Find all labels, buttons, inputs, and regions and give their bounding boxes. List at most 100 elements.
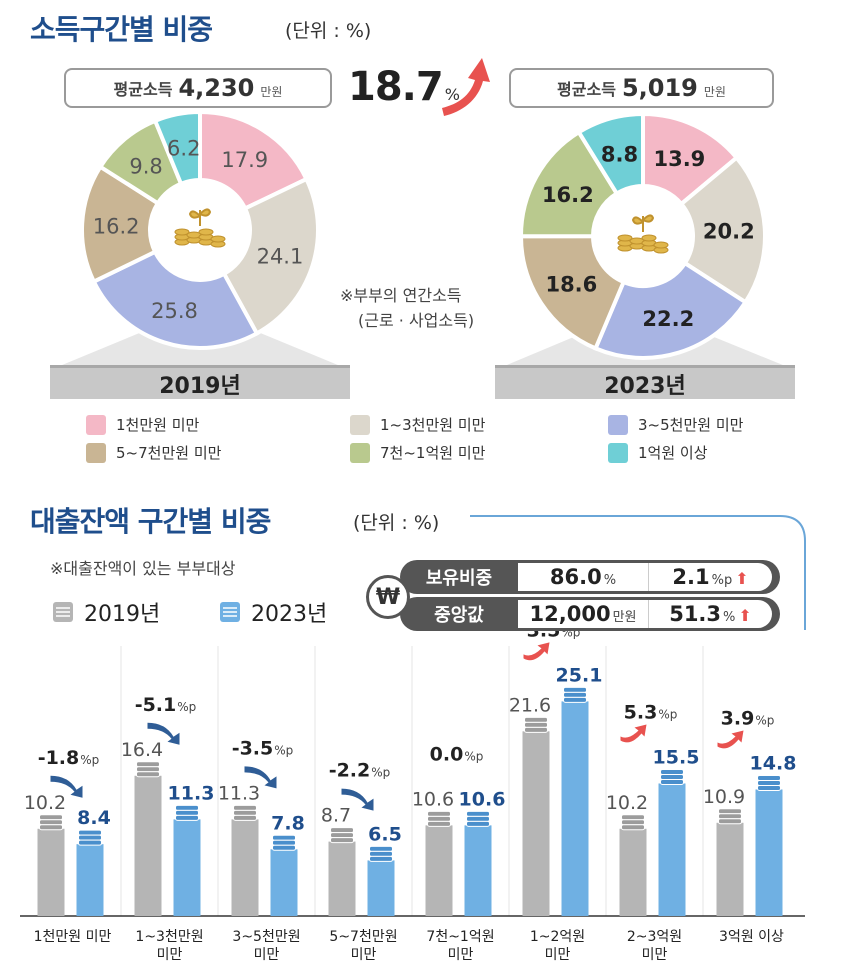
pie-slice-label: 20.2	[703, 220, 755, 244]
legend-label: 1억원 이상	[638, 444, 708, 462]
down-arrow-icon	[50, 775, 83, 798]
legend-2023: 2023년	[217, 596, 327, 628]
pie-chart-2019: 17.9 24.1 25.8 16.2 9.86.2	[80, 109, 320, 350]
up-arrow-icon: ⬆	[735, 569, 749, 588]
coin-stack-blue-icon	[220, 602, 240, 622]
change-label: -3.5%p	[232, 737, 294, 759]
median-label: 중앙값	[434, 605, 484, 626]
down-arrow-icon	[341, 788, 374, 811]
bar-2023-label: 10.6	[459, 788, 506, 810]
median-value-cell: 12,000 만원	[518, 600, 648, 628]
category-label-line: 미만	[641, 947, 668, 963]
legend-label: 3~5천만원 미만	[638, 416, 744, 434]
pie-slice	[80, 164, 161, 285]
pie-slice-label: 24.1	[257, 245, 304, 269]
median-change: 51.3	[669, 602, 722, 626]
pie-slice	[221, 176, 320, 337]
pie-slice	[576, 111, 645, 197]
category-label-line: 1천만원 미만	[33, 929, 112, 945]
avg-income-increase: 18.7 %	[348, 64, 460, 110]
coin-stack-icon	[660, 768, 684, 785]
income-note-line1: ※부부의 연간소득	[340, 286, 462, 305]
pie-slice-label: 22.2	[642, 307, 694, 331]
legend-item: 3~5천만원 미만	[608, 414, 743, 435]
legend-2019-label: 2019년	[84, 602, 161, 627]
median-row: 중앙값 12,000 만원 51.3 % ⬆	[400, 597, 780, 631]
legend-item: 5~7천만원 미만	[86, 442, 221, 463]
bar-2019	[328, 841, 356, 916]
avg-income-2023-value: 5,019	[621, 74, 698, 102]
bar-2023-label: 25.1	[556, 664, 603, 686]
median-change-unit: %	[723, 610, 736, 625]
pie-slice-label: 25.8	[151, 299, 198, 323]
increase-arrow-icon	[442, 58, 490, 116]
legend-swatch	[608, 442, 628, 463]
bar-2019-label: 11.3	[218, 782, 260, 804]
income-section-title: 소득구간별 비중	[30, 13, 213, 46]
section-divider-line	[470, 515, 806, 630]
bar-2019	[231, 819, 259, 916]
pie-slice	[518, 234, 627, 352]
coin-stack-icon	[718, 808, 742, 825]
avg-income-2023-box: 평균소득 5,019 만원	[509, 68, 774, 108]
up-arrow-icon	[620, 724, 647, 743]
bar-2019-label: 10.9	[703, 786, 745, 808]
category-label: 2~3억원 미만	[606, 928, 703, 964]
holding-value-cell: 86.0 %	[518, 563, 648, 591]
category-label: 5~7천만원 미만	[315, 928, 412, 964]
up-arrow-icon	[717, 730, 744, 749]
legend-item: 1억원 이상	[608, 442, 708, 463]
coin-stack-icon	[757, 774, 781, 791]
bar-2019-label: 16.4	[121, 739, 163, 761]
bar-2023	[76, 844, 104, 916]
coin-stack-icon	[563, 686, 587, 703]
change-label: 3.9%p	[721, 707, 775, 729]
holding-value: 86.0	[549, 565, 602, 589]
legend-2023-label: 2023년	[251, 602, 328, 627]
coin-stack-icon	[175, 804, 199, 821]
coin-stack-icon	[233, 804, 257, 821]
bar-2023	[464, 825, 492, 916]
bar-2023-label: 6.5	[368, 823, 402, 845]
coin-stack-icon	[369, 845, 393, 862]
bar-2023-label: 11.3	[168, 782, 215, 804]
holding-ratio-row: 보유비중 86.0 % 2.1 %p ⬆	[400, 560, 780, 594]
bar-2019	[37, 828, 65, 916]
change-label: 0.0%p	[430, 743, 484, 765]
pie-slice	[198, 109, 310, 212]
money-coins-icon	[174, 208, 226, 248]
bar-2023-label: 15.5	[653, 746, 700, 768]
income-note: ※부부의 연간소득 (근로 · 사업소득)	[340, 283, 474, 333]
bar-2019-label: 10.2	[606, 792, 648, 814]
category-label-line: 3~5천만원	[232, 929, 301, 945]
down-arrow-icon	[244, 766, 277, 789]
pie-chart-2023: 13.9 20.2 22.2 18.6 16.2 8.8	[518, 111, 767, 360]
holding-change: 2.1	[672, 565, 710, 589]
change-label: -5.1%p	[135, 694, 197, 716]
bar-2023	[755, 789, 783, 916]
coin-stack-icon	[621, 814, 645, 831]
legend-label: 1천만원 미만	[116, 416, 200, 434]
category-label-line: 1~2억원	[529, 929, 586, 945]
legend-swatch	[86, 442, 106, 463]
avg-income-unit: 만원	[260, 84, 283, 99]
bar-2019	[425, 825, 453, 916]
bar-2023-label: 14.8	[750, 752, 797, 774]
bar-2019	[134, 775, 162, 916]
coin-stack-gray-icon	[53, 602, 73, 622]
median-change-cell: 51.3 % ⬆	[648, 600, 772, 628]
won-icon: ₩	[366, 575, 410, 619]
category-label-line: 미만	[544, 947, 571, 963]
pie-slice-label: 18.6	[545, 273, 597, 297]
increase-value: 18.7	[348, 64, 444, 110]
income-unit-label: (단위 : %)	[285, 20, 372, 42]
coin-stack-icon	[466, 810, 490, 827]
holding-change-cell: 2.1 %p ⬆	[648, 563, 772, 591]
legend-2019: 2019년	[50, 596, 160, 628]
income-note-line2: (근로 · 사업소득)	[358, 311, 475, 330]
avg-income-label: 평균소득	[113, 80, 173, 99]
category-label-line: 7천~1억원	[426, 929, 495, 945]
pie-slice	[678, 154, 767, 306]
